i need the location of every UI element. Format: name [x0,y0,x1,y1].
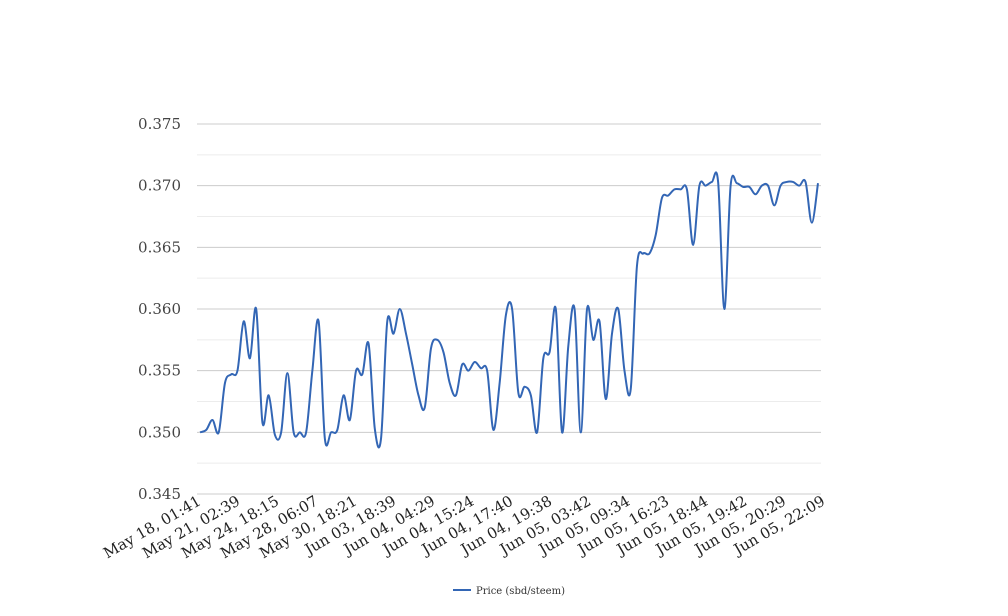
legend-label: Price (sbd/steem) [476,586,565,597]
y-tick-label: 0.370 [138,177,181,195]
y-tick-label: 0.365 [138,238,181,256]
y-tick-label: 0.345 [138,485,181,503]
y-tick-label: 0.350 [138,423,181,441]
y-tick-label: 0.360 [138,300,181,318]
y-tick-label: 0.355 [138,362,181,380]
y-tick-label: 0.375 [138,115,181,133]
series-line [199,171,819,449]
